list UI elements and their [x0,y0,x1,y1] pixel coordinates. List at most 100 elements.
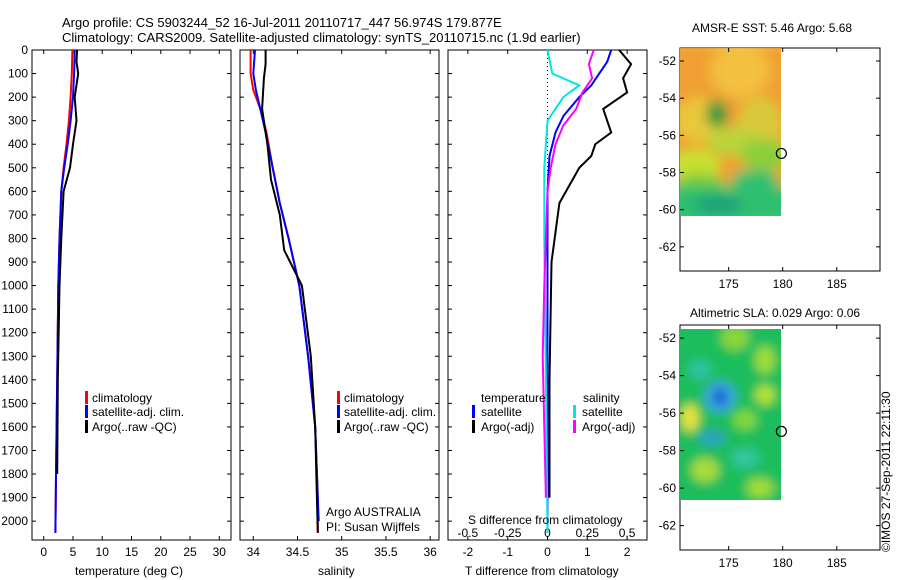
depth-tick-label: 600 [8,184,28,198]
depth-tick-label: 1200 [1,326,28,340]
sla-map-title: Altimetric SLA: 0.029 Argo: 0.06 [690,306,860,320]
legend-marker-t-satellite [472,405,475,418]
difference-series-line [543,49,582,533]
latitude-tick-label: -52 [659,54,677,68]
latitude-tick-label: -52 [659,331,677,345]
temperature-profile-lines [54,49,80,533]
difference-series-line [541,49,595,498]
depth-tick-label: 1000 [1,279,28,293]
latitude-tick-label: -60 [659,481,677,495]
salinity-tick-label: 35.5 [374,545,398,559]
longitude-tick-label: 180 [773,277,793,291]
legend-label-satellite: satellite-adj. clim. [92,405,184,419]
legend-marker-satellite [337,405,340,418]
t-diff-tick-label: 2 [624,545,631,559]
temperature-tick-label: 0 [40,545,47,559]
depth-tick-label: 800 [8,231,28,245]
longitude-tick-label: 185 [827,556,847,570]
difference-legend: temperature satellite Argo(-adj) salinit… [472,391,635,434]
legend-label-climatology: climatology [92,391,152,405]
salinity-profile-lines [249,49,320,533]
latitude-tick-label: -54 [659,369,677,383]
salinity-panel: 34 34.5 35 35.5 36 climatology satellite-adj… [239,49,440,578]
depth-tick-label: 1900 [1,491,28,505]
depth-tick-label: 1400 [1,373,28,387]
depth-tick-label: 500 [8,161,28,175]
depth-tick-label: 1500 [1,396,28,410]
latitude-tick-label: -58 [659,444,677,458]
legend-label-argo: Argo(..raw -QC) [344,420,429,434]
s-difference-axis-label: S difference from climatology [468,513,623,527]
copyright-stamp: ©IMOS 27-Sep-2011 22:11:30 [879,391,893,552]
temperature-tick-label: 25 [183,545,197,559]
salinity-annotation-line2: PI: Susan Wijffels [326,520,420,534]
latitude-tick-label: -62 [659,519,677,533]
legend-label-satellite: satellite-adj. clim. [344,405,436,419]
sla-map-ticks: 175 180 185 -52 -54 -56 -58 -60 -62 [659,325,880,570]
longitude-tick-label: 175 [719,556,739,570]
longitude-tick-label: 185 [827,277,847,291]
latitude-tick-label: -58 [659,166,677,180]
depth-tick-label: 0 [21,43,28,57]
salinity-tick-label: 36 [423,545,437,559]
depth-tick-label: 1700 [1,443,28,457]
s-diff-tick-label: -0.25 [494,526,522,540]
difference-series-line [548,49,633,498]
salinity-tick-label: 34.5 [286,545,310,559]
depth-tick-label: 1600 [1,420,28,434]
depth-tick-label: 900 [8,255,28,269]
salinity-tick-label: 34 [247,545,261,559]
depth-tick-label: 1800 [1,467,28,481]
salinity-axes-box [239,49,440,541]
depth-tick-label: 700 [8,208,28,222]
legend-header-temperature: temperature [481,391,546,405]
temperature-axis-label: temperature (deg C) [75,564,183,578]
longitude-tick-label: 175 [719,277,739,291]
salinity-tick-label: 35 [335,545,349,559]
latitude-tick-label: -62 [659,240,677,254]
depth-tick-label: 200 [8,90,28,104]
salinity-series-line [261,50,319,533]
salinity-axis-ticks: 34 34.5 35 35.5 36 [247,50,437,559]
temperature-tick-label: 15 [125,545,139,559]
salinity-axis-label: salinity [318,564,355,578]
latitude-tick-label: -60 [659,203,677,217]
depth-tick-label: 100 [8,67,28,81]
depth-tick-label: 2000 [1,514,28,528]
sst-map-title: AMSR-E SST: 5.46 Argo: 5.68 [692,21,852,35]
t-diff-tick-label: -2 [463,545,474,559]
legend-label-s-satellite: satellite [582,405,623,419]
legend-label-climatology: climatology [344,391,404,405]
legend-label-argo: Argo(..raw -QC) [92,420,177,434]
longitude-tick-label: 180 [773,556,793,570]
s-diff-tick-label: 0.25 [576,526,600,540]
legend-marker-s-satellite [573,405,576,418]
legend-marker-climatology [337,391,340,404]
temperature-tick-label: 30 [213,545,227,559]
temperature-tick-label: 20 [154,545,168,559]
legend-label-t-argo: Argo(-adj) [481,420,534,434]
sst-heatmap [680,48,781,216]
temperature-tick-label: 10 [96,545,110,559]
legend-marker-argo [85,420,88,433]
temperature-tick-label: 5 [70,545,77,559]
temperature-panel: 0100200300400500600700800900100011001200… [1,43,232,578]
legend-label-t-satellite: satellite [481,405,522,419]
legend-marker-satellite [85,405,88,418]
s-diff-tick-label: 0 [544,526,551,540]
salinity-depth-ticks [240,49,439,522]
temperature-axis-ticks: 0 5 10 15 20 25 30 [40,50,226,559]
sst-map-ticks: 175 180 185 -52 -54 -56 -58 -60 -62 [659,48,880,291]
legend-header-salinity: salinity [583,391,620,405]
legend-marker-s-argo [573,420,576,433]
difference-panel: -2 -1 0 1 2 -0.5 -0.25 0 0.25 0.5 temperature sat… [447,49,648,578]
sla-heatmap [680,329,781,500]
t-diff-tick-label: 0 [544,545,551,559]
salinity-annotation-line1: Argo AUSTRALIA [326,505,421,519]
sst-map-panel: AMSR-E SST: 5.46 Argo: 5.68 175 180 185 -52… [659,21,881,291]
argo-position-marker [775,147,787,160]
legend-marker-argo [337,420,340,433]
s-diff-tick-label: -0.5 [458,526,479,540]
t-diff-tick-label: -1 [502,545,513,559]
